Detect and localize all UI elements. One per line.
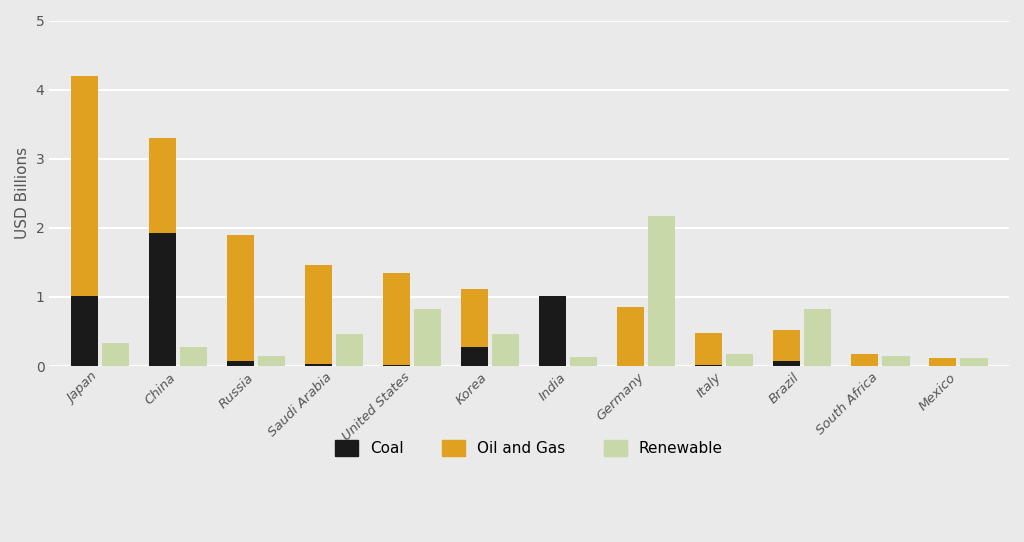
Bar <box>773 360 801 366</box>
Bar <box>961 358 987 366</box>
Bar <box>883 356 909 366</box>
Bar <box>226 360 254 366</box>
Bar <box>493 333 519 366</box>
Bar <box>851 354 879 366</box>
Bar <box>804 309 831 366</box>
Bar <box>726 354 754 366</box>
Bar <box>180 347 207 366</box>
Bar <box>695 333 722 365</box>
Bar <box>336 333 364 366</box>
Bar <box>148 233 176 366</box>
Bar <box>773 330 801 360</box>
Bar <box>148 138 176 233</box>
Bar <box>383 365 411 366</box>
Bar <box>305 364 332 366</box>
Bar <box>929 358 956 366</box>
Bar <box>258 356 286 366</box>
Bar <box>461 347 488 366</box>
Bar <box>71 295 98 366</box>
Bar <box>539 296 566 366</box>
Bar <box>305 265 332 364</box>
Bar <box>383 273 411 365</box>
Bar <box>648 216 676 366</box>
Bar <box>226 235 254 360</box>
Bar <box>414 309 441 366</box>
Bar <box>570 357 597 366</box>
Bar <box>616 307 644 366</box>
Bar <box>102 343 129 366</box>
Y-axis label: USD Billions: USD Billions <box>15 147 30 240</box>
Bar <box>71 76 98 295</box>
Bar <box>461 289 488 347</box>
Bar <box>695 365 722 366</box>
Legend: Coal, Oil and Gas, Renewable: Coal, Oil and Gas, Renewable <box>329 434 729 462</box>
